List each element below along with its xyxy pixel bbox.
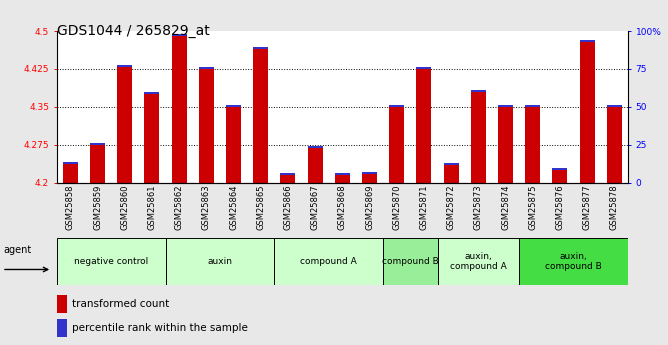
Bar [444,163,459,165]
Bar [253,49,269,183]
Text: transformed count: transformed count [71,299,169,309]
Bar [525,107,540,183]
Bar [166,238,275,285]
Bar [519,238,628,285]
Bar [172,36,186,183]
Bar [580,42,595,183]
Bar [281,173,295,175]
Bar [118,68,132,183]
Bar [308,148,323,183]
Bar [226,107,241,183]
Text: percentile rank within the sample: percentile rank within the sample [71,323,248,333]
Bar [57,295,67,313]
Bar [471,92,486,183]
Bar [172,34,186,36]
Bar [118,66,132,68]
Bar [438,238,519,285]
Bar [275,238,383,285]
Bar [281,175,295,183]
Text: compound A: compound A [301,257,357,266]
Text: agent: agent [3,245,31,255]
Bar [63,161,78,164]
Bar [580,40,595,42]
Bar [90,145,105,183]
Bar [335,175,350,183]
Bar [144,92,160,94]
Text: auxin,
compound A: auxin, compound A [450,252,507,271]
Text: GDS1044 / 265829_at: GDS1044 / 265829_at [57,24,210,38]
Bar [383,238,438,285]
Bar [525,105,540,107]
Bar [416,67,432,69]
Bar [607,105,622,107]
Bar [471,90,486,92]
Bar [362,174,377,183]
Bar [199,69,214,183]
Text: negative control: negative control [74,257,148,266]
Bar [552,170,567,183]
Bar [389,105,404,107]
Bar [63,164,78,183]
Text: compound B: compound B [382,257,439,266]
Text: auxin: auxin [208,257,232,266]
Bar [444,165,459,183]
Bar [57,238,166,285]
Bar [389,107,404,183]
Text: auxin,
compound B: auxin, compound B [545,252,602,271]
Bar [90,143,105,145]
Bar [498,105,513,107]
Bar [362,172,377,174]
Bar [607,107,622,183]
Bar [144,94,160,183]
Bar [552,168,567,170]
Bar [498,107,513,183]
Bar [199,67,214,69]
Bar [57,319,67,337]
Bar [308,146,323,148]
Bar [416,69,432,183]
Bar [335,173,350,175]
Bar [226,105,241,107]
Bar [253,47,269,49]
